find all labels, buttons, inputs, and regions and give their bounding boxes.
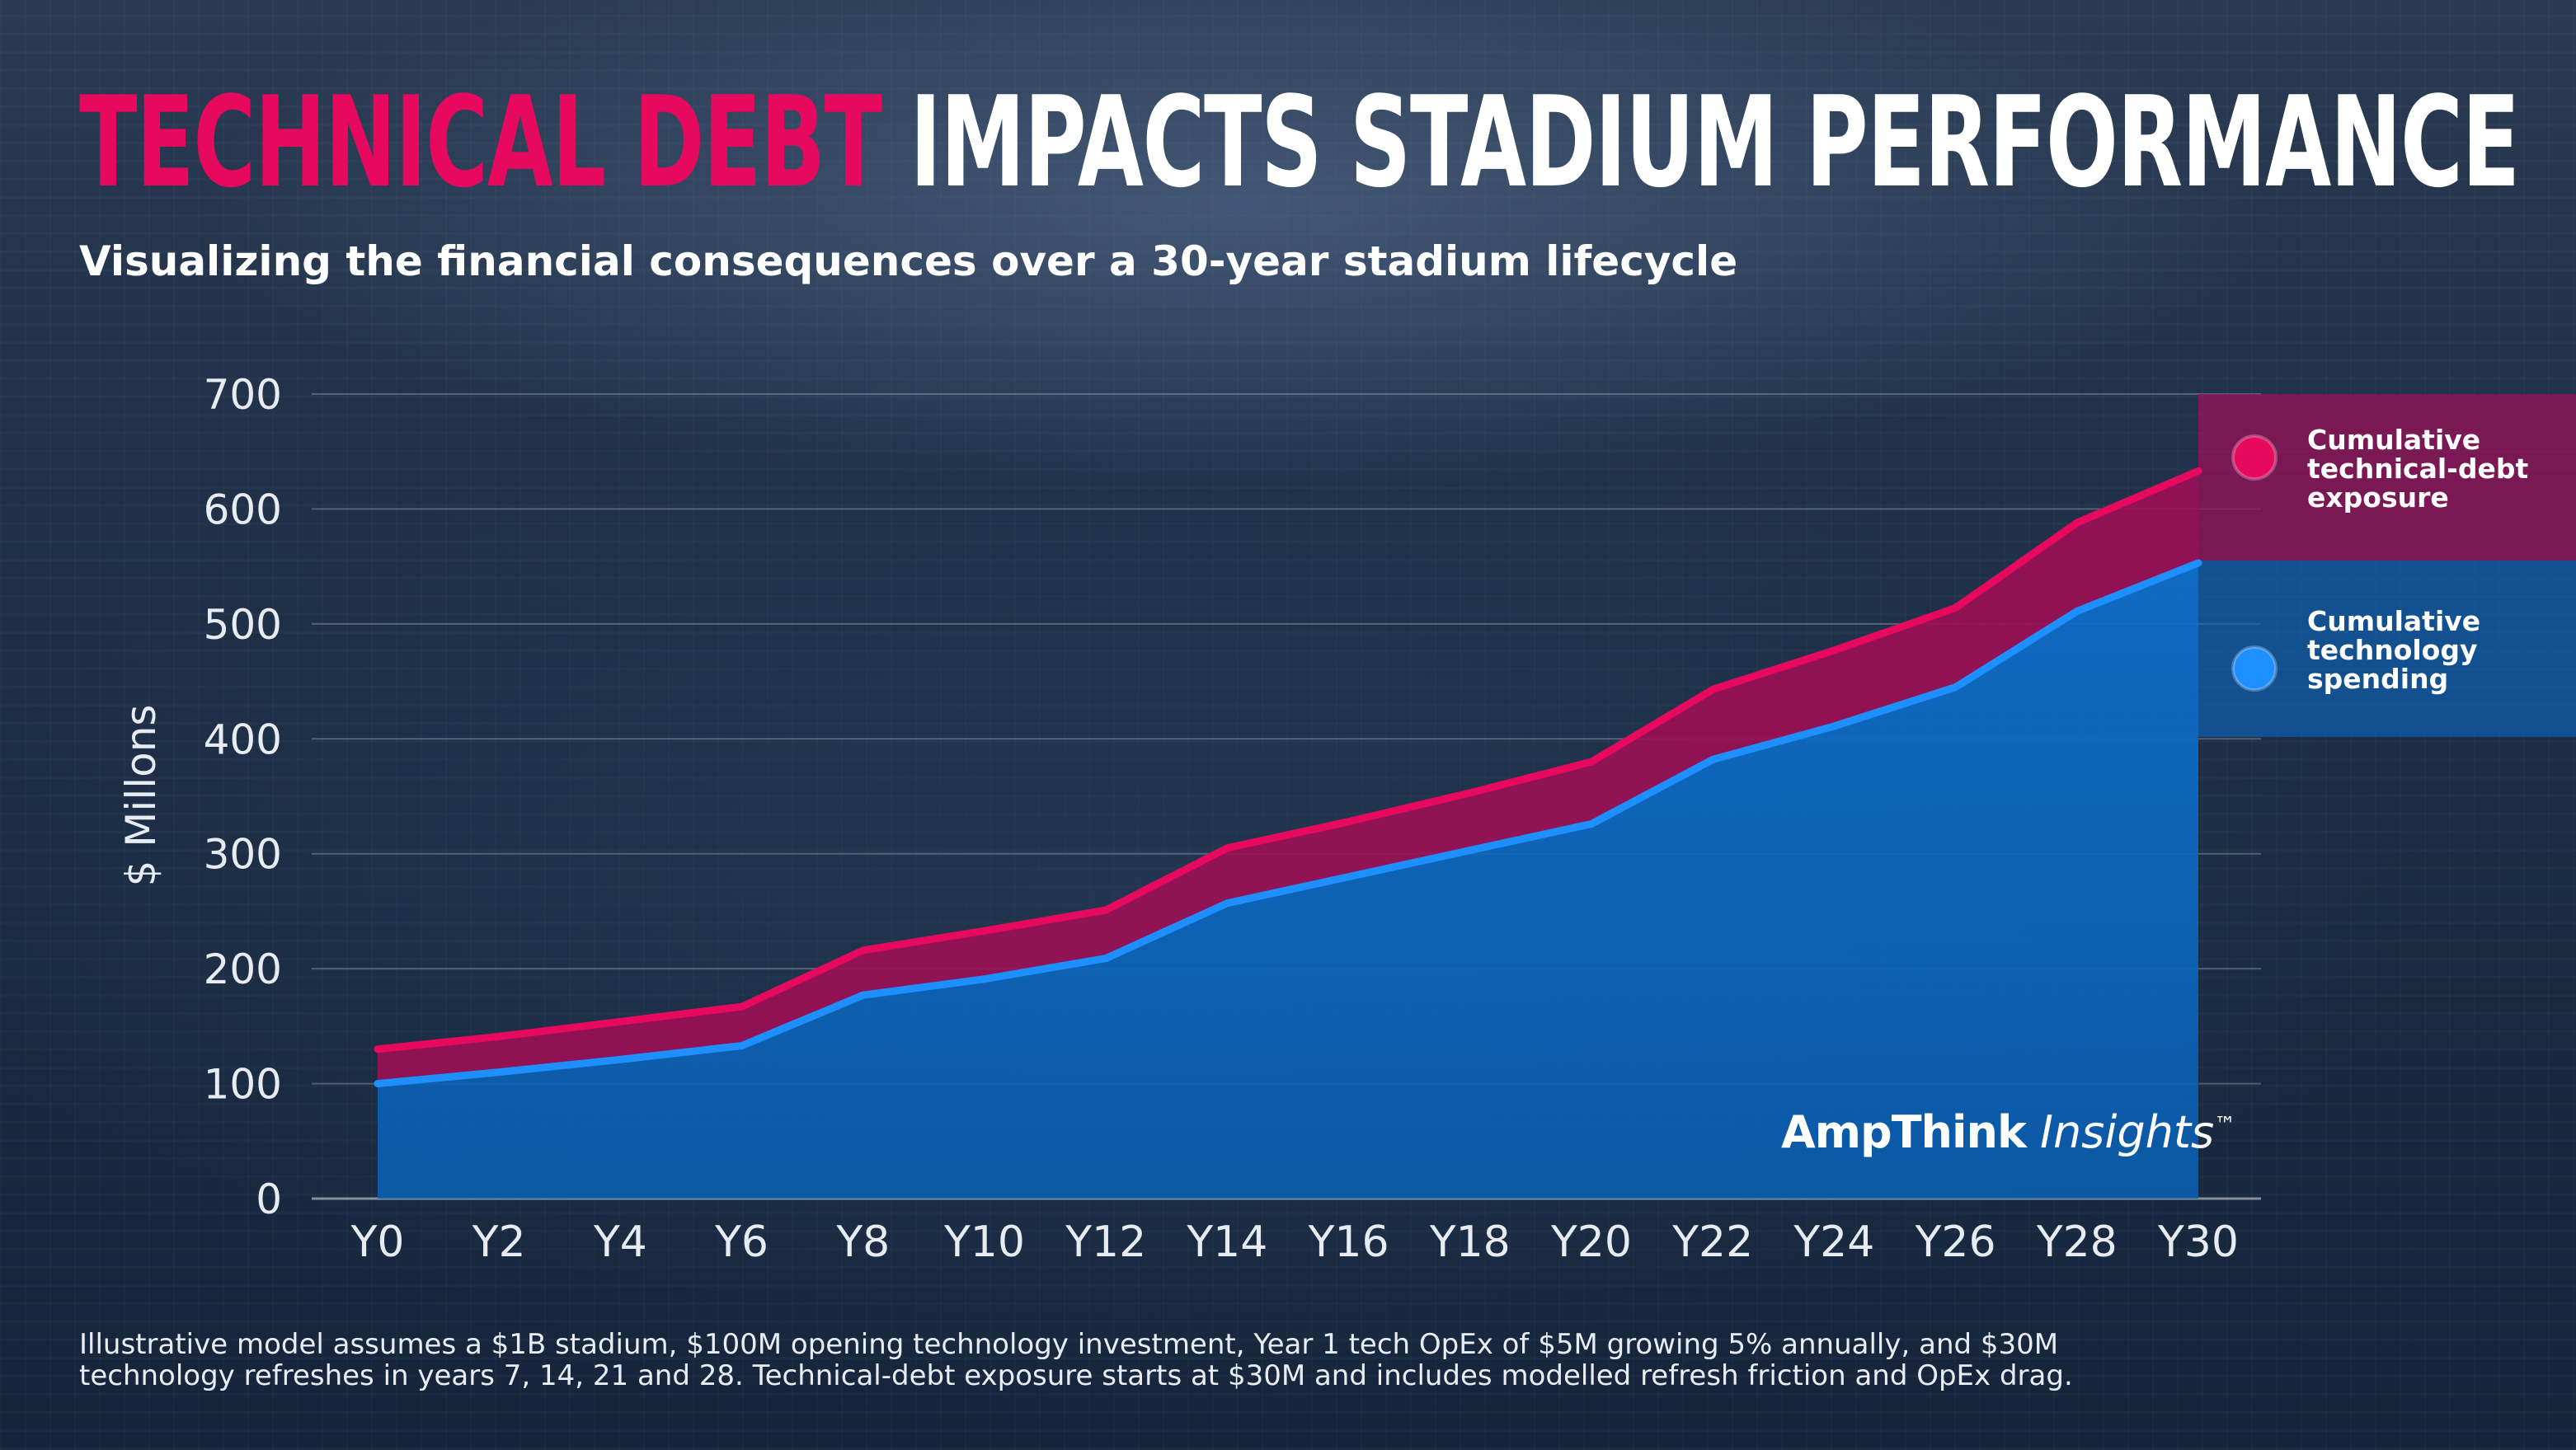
y-tick-label: 700	[204, 371, 282, 419]
legend-label: Cumulative technical-debt exposure	[2307, 424, 2528, 514]
x-tick-label: Y30	[2157, 1218, 2239, 1267]
series-lines	[374, 467, 2202, 1088]
x-tick-label: Y0	[350, 1218, 405, 1267]
footnote-line-1: Illustrative model assumes a $1B stadium…	[79, 1328, 2059, 1361]
x-tick-label: Y2	[472, 1218, 526, 1267]
ampthink-insights-logo: AmpThink Insights™	[1781, 1106, 2235, 1158]
logo-trademark: ™	[2214, 1113, 2236, 1138]
x-tick-label: Y14	[1186, 1218, 1267, 1267]
y-tick-label: 200	[204, 946, 282, 993]
x-tick-labels: Y0 Y2 Y4 Y6 Y8 Y10 Y12 Y14 Y16 Y18 Y20 Y22 Y24 Y26 Y28…	[350, 1218, 2239, 1267]
legend-item-spending: Cumulative technology spending	[2231, 605, 2480, 695]
page-subtitle: Visualizing the financial consequences o…	[79, 237, 1738, 285]
plot-areas	[378, 471, 2198, 1199]
y-tick-label: 400	[204, 716, 282, 763]
logo-product: Insights	[2040, 1106, 2215, 1158]
legend-item-debt: Cumulative technical-debt exposure	[2231, 424, 2528, 514]
title-rest: IMPACTS STADIUM PERFORMANCE	[910, 69, 2520, 215]
x-tick-label: Y22	[1671, 1218, 1753, 1267]
x-tick-label: Y8	[835, 1218, 890, 1267]
y-tick-label: 500	[204, 601, 282, 649]
title-accent: TECHNICAL DEBT	[79, 69, 882, 215]
legend-swatch	[2231, 434, 2278, 481]
y-tick-label: 0	[256, 1175, 282, 1223]
x-tick-label: Y28	[2036, 1218, 2118, 1267]
legend-label: Cumulative technology spending	[2307, 605, 2480, 695]
logo-brand: AmpThink	[1781, 1106, 2027, 1158]
x-tick-label: Y4	[593, 1218, 647, 1267]
x-tick-label: Y20	[1550, 1218, 1632, 1267]
x-tick-label: Y12	[1065, 1218, 1146, 1267]
x-tick-label: Y24	[1793, 1218, 1874, 1267]
debt-exposure-line	[374, 467, 2202, 1053]
spending-line	[374, 559, 2202, 1088]
x-tick-label: Y16	[1308, 1218, 1389, 1267]
legend: Cumulative technical-debt exposure Cumulati…	[2231, 424, 2528, 695]
legend-swatch	[2231, 645, 2278, 692]
footnote: Illustrative model assumes a $1B stadium…	[79, 1329, 2470, 1391]
y-tick-label: 600	[204, 486, 282, 533]
x-tick-label: Y6	[714, 1218, 769, 1267]
y-tick-label: 100	[204, 1061, 282, 1109]
x-tick-label: Y18	[1429, 1218, 1511, 1267]
y-tick-labels: 0 100 200 300 400 500 600 700	[204, 371, 282, 1223]
spending-area	[378, 562, 2198, 1199]
x-tick-label: Y10	[943, 1218, 1025, 1267]
page-title: TECHNICAL DEBT IMPACTS STADIUM PERFORMAN…	[79, 64, 2520, 221]
x-tick-label: Y26	[1915, 1218, 1996, 1267]
y-axis-label: $ Millons	[117, 705, 165, 887]
footnote-line-2: technology refreshes in years 7, 14, 21 …	[79, 1359, 2073, 1392]
y-tick-label: 300	[204, 831, 282, 879]
